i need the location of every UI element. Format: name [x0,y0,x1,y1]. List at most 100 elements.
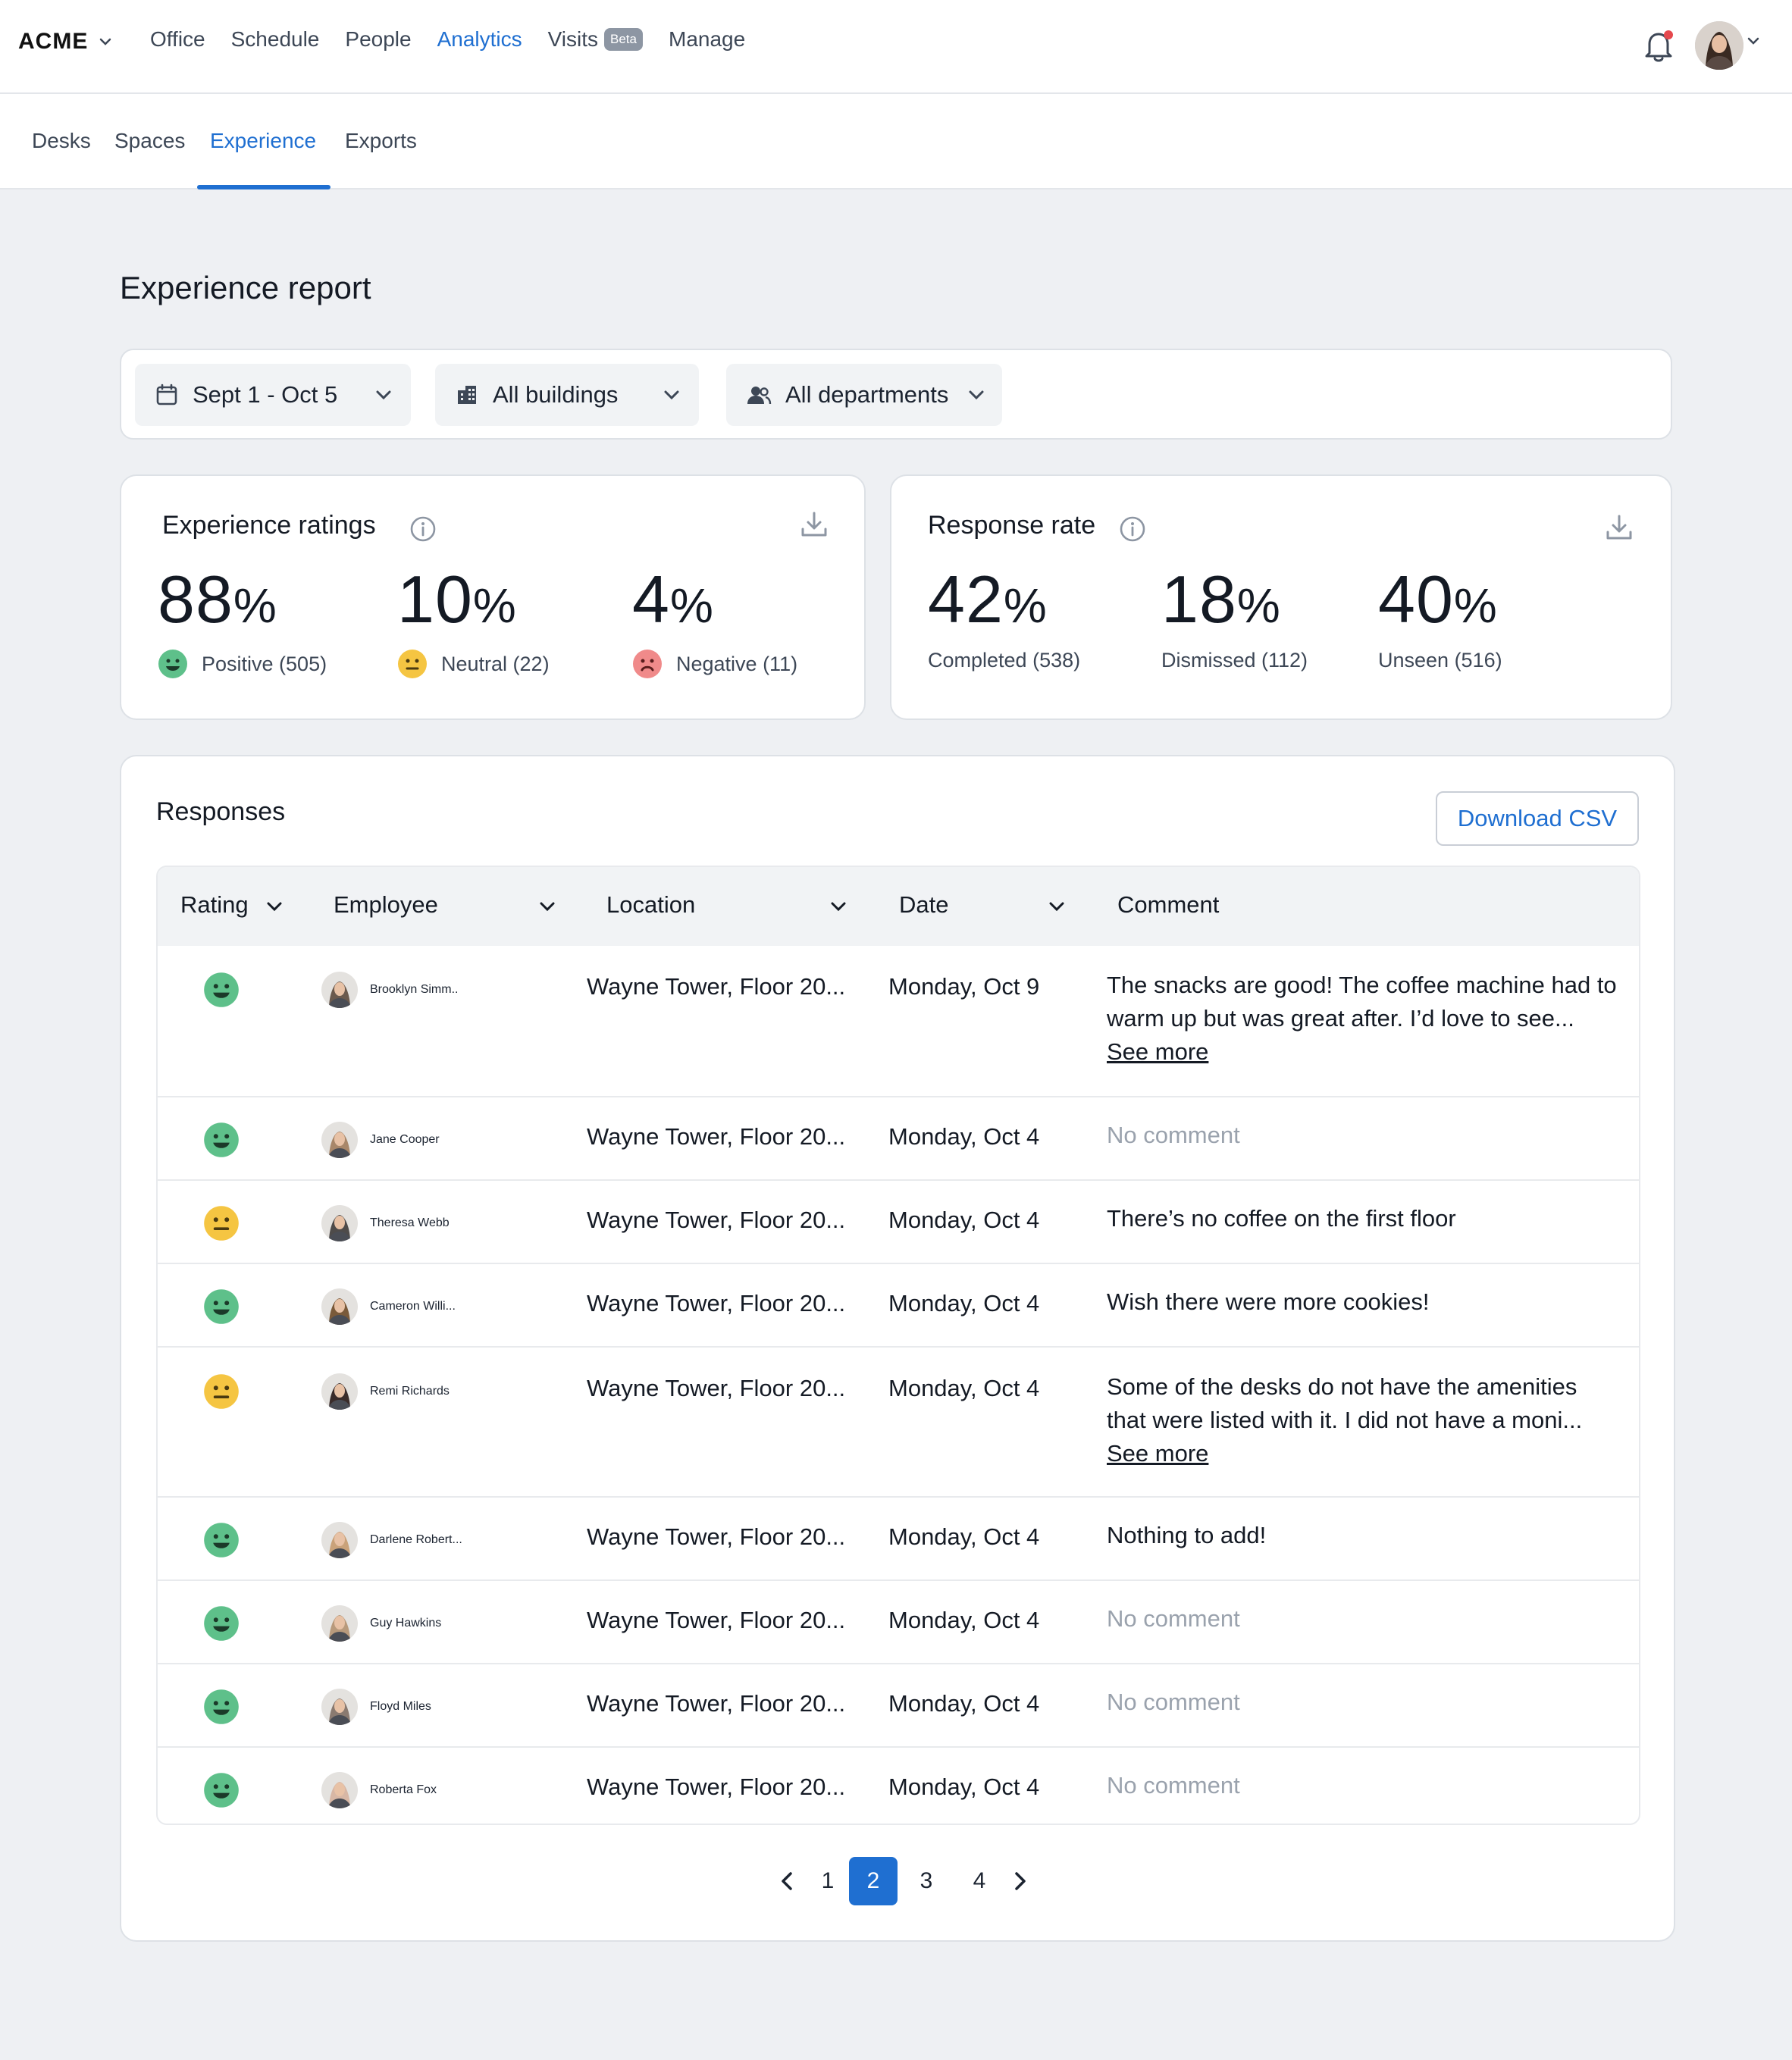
experience-ratings-title: Experience ratings [162,511,376,540]
employee-cell[interactable]: Remi Richards [321,1373,450,1410]
download-icon[interactable] [1604,512,1634,543]
date-cell: Monday, Oct 4 [888,1607,1040,1633]
table-row[interactable]: Remi Richards Wayne Tower, Floor 20... Mon… [158,1346,1639,1496]
happy-face-icon [203,1122,240,1162]
date-range-filter[interactable]: Sept 1 - Oct 5 [135,364,411,426]
response-rate-title: Response rate [928,511,1096,540]
table-row[interactable]: Brooklyn Simm.. Wayne Tower, Floor 20... M… [158,946,1639,1096]
employee-cell[interactable]: Darlene Robert... [321,1522,462,1558]
employee-avatar [321,1772,358,1808]
table-row[interactable]: Cameron Willi... Wayne Tower, Floor 20...… [158,1263,1639,1346]
employee-name: Roberta Fox [370,1783,437,1796]
location-cell: Wayne Tower, Floor 20... [587,1290,846,1316]
page-button-3[interactable]: 3 [919,1868,933,1893]
chevron-down-icon[interactable] [264,899,285,916]
stat-value: 40% [1378,562,1498,637]
happy-face-icon [203,1288,240,1329]
comment-cell: No comment [1107,1602,1622,1636]
chevron-down-icon[interactable] [828,899,849,916]
user-avatar-image [1695,21,1743,70]
experience-ratings-card: Experience ratings 88% Positive (505) 10… [120,474,866,720]
location-cell: Wayne Tower, Floor 20... [587,1123,846,1150]
comment-cell: Nothing to add! [1107,1519,1622,1552]
employee-cell[interactable]: Jane Cooper [321,1122,440,1158]
comment-cell: No comment [1107,1119,1622,1152]
stat-label: Unseen (516) [1378,649,1502,672]
table-row[interactable]: Darlene Robert... Wayne Tower, Floor 20..… [158,1496,1639,1579]
download-csv-button[interactable]: Download CSV [1436,791,1639,846]
column-header-date[interactable]: Date [899,891,949,918]
table-row[interactable]: Theresa Webb Wayne Tower, Floor 20... Mond… [158,1179,1639,1263]
buildings-filter[interactable]: All buildings [435,364,699,426]
comment-cell: No comment [1107,1769,1622,1802]
page-button-2[interactable]: 2 [849,1857,898,1905]
chevron-down-icon[interactable] [1747,36,1760,45]
responses-title: Responses [156,797,286,826]
info-icon[interactable] [1119,515,1146,543]
nav-item-analytics[interactable]: Analytics [437,27,522,51]
tab-desks[interactable]: Desks [32,129,91,152]
stat-value: 4% [632,562,714,637]
stat-label: Negative (11) [676,652,798,675]
buildings-value: All buildings [493,381,619,408]
comment-text: Nothing to add! [1107,1522,1267,1548]
building-icon [455,383,479,407]
table-row[interactable]: Floyd Miles Wayne Tower, Floor 20... Monda… [158,1663,1639,1746]
comment-cell: No comment [1107,1686,1622,1719]
table-row[interactable]: Jane Cooper Wayne Tower, Floor 20... Monda… [158,1096,1639,1179]
employee-avatar [321,1522,358,1558]
tab-spaces[interactable]: Spaces [114,129,186,152]
chevron-down-icon [376,390,391,400]
info-icon[interactable] [409,515,437,543]
date-cell: Monday, Oct 9 [888,973,1040,1000]
employee-name: Darlene Robert... [370,1533,462,1546]
neutral-face-icon [397,649,428,679]
chevron-down-icon[interactable] [537,899,558,916]
table-row[interactable]: Roberta Fox Wayne Tower, Floor 20... Monda… [158,1746,1639,1824]
chevron-right-icon[interactable] [996,1857,1045,1905]
employee-cell[interactable]: Cameron Willi... [321,1288,456,1325]
comment-text: No comment [1107,1122,1240,1148]
tab-experience[interactable]: Experience [210,129,317,152]
analytics-subnav: Desks Spaces Experience Exports [0,94,1792,189]
page-button-1[interactable]: 1 [821,1868,835,1893]
notification-bell-icon[interactable] [1642,27,1675,64]
departments-filter[interactable]: All departments [726,364,1002,426]
column-header-location[interactable]: Location [606,891,696,918]
nav-item-schedule[interactable]: Schedule [230,27,320,51]
column-header-rating[interactable]: Rating [180,891,249,918]
calendar-icon [155,383,179,407]
date-cell: Monday, Oct 4 [888,1123,1040,1150]
table-row[interactable]: Guy Hawkins Wayne Tower, Floor 20... Monda… [158,1579,1639,1663]
column-header-employee[interactable]: Employee [334,891,438,918]
neutral-face-icon [203,1373,240,1414]
chevron-left-icon[interactable] [763,1857,811,1905]
see-more-link[interactable]: See more [1107,1440,1209,1467]
page-button-4[interactable]: 4 [973,1868,986,1893]
see-more-link[interactable]: See more [1107,1038,1209,1065]
location-cell: Wayne Tower, Floor 20... [587,1207,846,1233]
table-header: Rating Employee Location Date Comment [158,867,1639,946]
tab-exports[interactable]: Exports [345,129,417,152]
location-cell: Wayne Tower, Floor 20... [587,1523,846,1550]
nav-item-visits[interactable]: Visits Beta [548,27,643,52]
employee-cell[interactable]: Roberta Fox [321,1772,437,1808]
comment-text: Wish there were more cookies! [1107,1288,1430,1315]
nav-item-office[interactable]: Office [150,27,205,51]
main-nav: Office Schedule People Analytics Visits … [150,27,771,52]
nav-item-people[interactable]: People [345,27,412,51]
employee-avatar [321,1605,358,1642]
employee-cell[interactable]: Floyd Miles [321,1689,431,1725]
comment-cell: The snacks are good! The coffee machine … [1107,969,1622,1069]
employee-cell[interactable]: Guy Hawkins [321,1605,441,1642]
chevron-down-icon[interactable] [1046,899,1067,916]
nav-item-manage[interactable]: Manage [669,27,746,51]
user-avatar[interactable] [1695,21,1743,70]
happy-face-icon [203,1605,240,1645]
response-rate-card: Response rate 42% Completed (538) 18% Di… [890,474,1672,720]
comment-cell: There’s no coffee on the first floor [1107,1202,1622,1235]
employee-cell[interactable]: Brooklyn Simm.. [321,972,458,1008]
employee-cell[interactable]: Theresa Webb [321,1205,450,1241]
download-icon[interactable] [799,509,829,540]
org-switcher[interactable]: ACME [18,29,112,55]
